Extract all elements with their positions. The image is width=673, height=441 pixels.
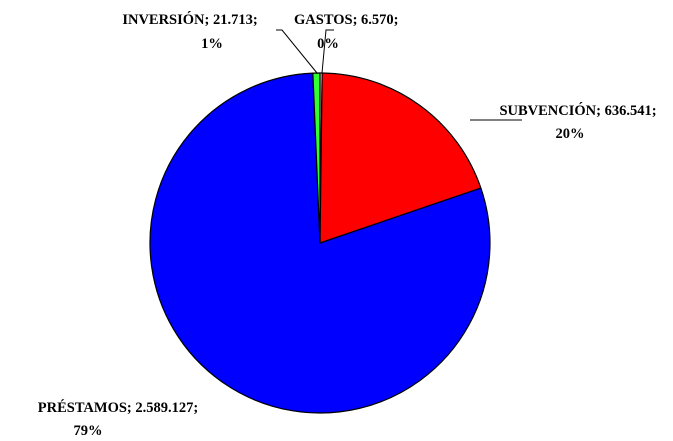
label-gastos-line2: 0%: [317, 36, 339, 52]
label-inversion-line2: 1%: [201, 36, 223, 52]
label-subvencion-line2: 20%: [556, 126, 585, 142]
pie-slice-subvencion: [319, 72, 482, 244]
label-gastos-line1: GASTOS; 6.570;: [294, 12, 398, 28]
label-prestamos-line1: PRÉSTAMOS; 2.589.127;: [38, 399, 198, 416]
label-prestamos-line2: 79%: [74, 423, 103, 439]
leader-lines: [276, 29, 522, 121]
leader-line-inversion: [276, 29, 318, 74]
pie-slices: [149, 72, 491, 414]
label-inversion-line1: INVERSIÓN; 21.713;: [122, 11, 257, 28]
label-subvencion-line1: SUBVENCIÓN; 636.541;: [499, 102, 656, 119]
leader-line-gastos: [321, 29, 334, 74]
